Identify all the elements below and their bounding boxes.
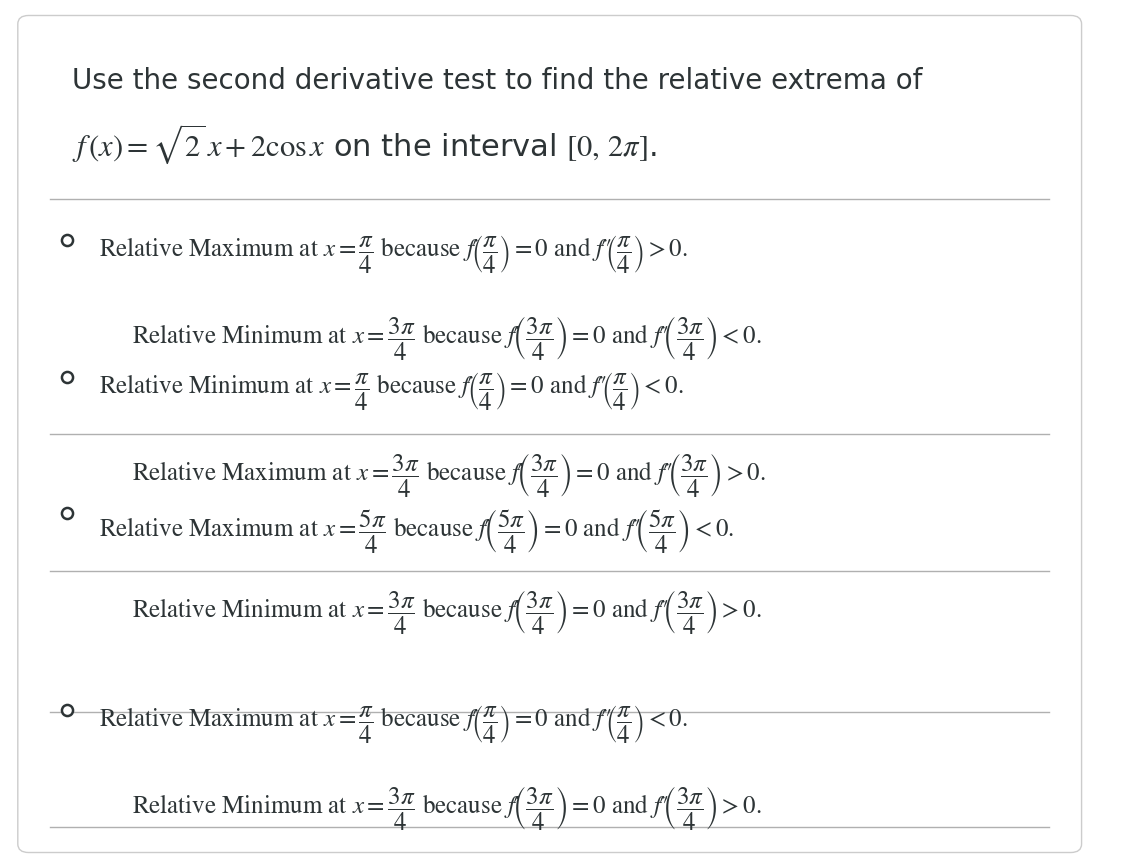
Text: Use the second derivative test to find the relative extrema of: Use the second derivative test to find t… <box>72 67 923 95</box>
Text: Relative Maximum at $x = \dfrac{\pi}{4}$ because $f\!\prime\!\!\left(\dfrac{\pi}: Relative Maximum at $x = \dfrac{\pi}{4}$… <box>99 703 688 745</box>
Text: Relative Minimum at $x = \dfrac{3\pi}{4}$ because $f\!\prime\!\!\left(\dfrac{3\p: Relative Minimum at $x = \dfrac{3\pi}{4}… <box>132 588 761 635</box>
FancyBboxPatch shape <box>18 16 1082 852</box>
Text: Relative Maximum at $x = \dfrac{3\pi}{4}$ because $f\!\prime\!\!\left(\dfrac{3\p: Relative Maximum at $x = \dfrac{3\pi}{4}… <box>132 451 766 499</box>
Text: Relative Minimum at $x = \dfrac{3\pi}{4}$ because $f\!\prime\!\!\left(\dfrac{3\p: Relative Minimum at $x = \dfrac{3\pi}{4}… <box>132 784 761 832</box>
Text: Relative Maximum at $x = \dfrac{5\pi}{4}$ because $f\!\prime\!\!\left(\dfrac{5\p: Relative Maximum at $x = \dfrac{5\pi}{4}… <box>99 507 734 555</box>
Text: Relative Minimum at $x = \dfrac{3\pi}{4}$ because $f\!\prime\!\!\left(\dfrac{3\p: Relative Minimum at $x = \dfrac{3\pi}{4}… <box>132 314 761 363</box>
Text: $f\,(x) = \sqrt{2}\,x + 2\cos x$ on the interval $[0,\,2\pi]$.: $f\,(x) = \sqrt{2}\,x + 2\cos x$ on the … <box>72 122 656 166</box>
Text: Relative Minimum at $x = \dfrac{\pi}{4}$ because $f\!\prime\!\!\left(\dfrac{\pi}: Relative Minimum at $x = \dfrac{\pi}{4}$… <box>99 370 684 412</box>
Text: Relative Maximum at $x = \dfrac{\pi}{4}$ because $f\!\prime\!\!\left(\dfrac{\pi}: Relative Maximum at $x = \dfrac{\pi}{4}$… <box>99 233 688 275</box>
